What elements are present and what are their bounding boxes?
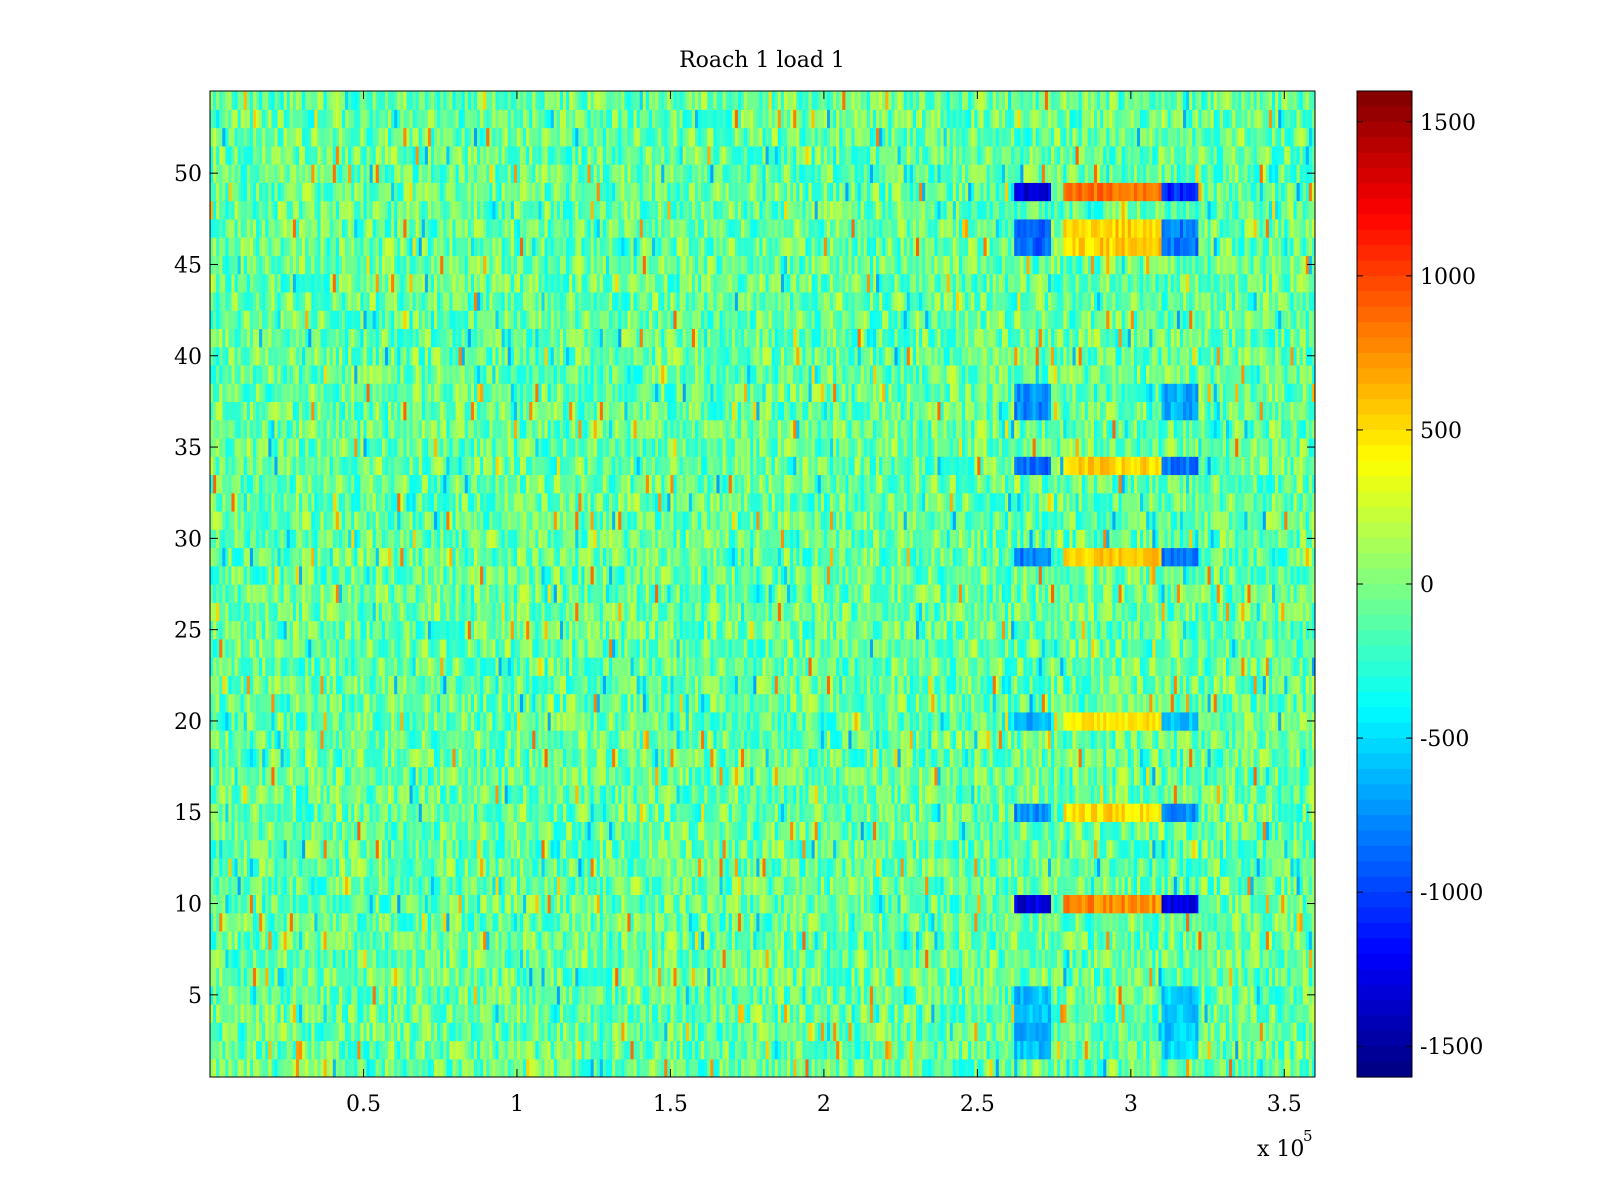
- heatmap-figure: Roach 1 load 1 0.5 1 1.5 2 2.5 3 3.5 510152025…: [0, 0, 1600, 1200]
- heatmap-cells: [210, 91, 1316, 1078]
- chart-title: Roach 1 load 1: [679, 48, 845, 73]
